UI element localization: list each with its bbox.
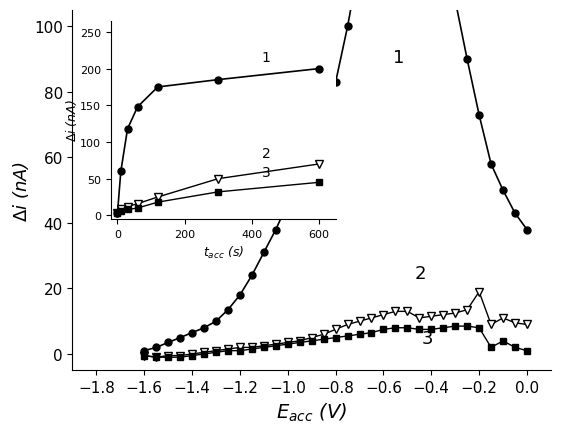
Text: 1: 1 <box>393 49 405 67</box>
X-axis label: $E_{acc}$ (V): $E_{acc}$ (V) <box>276 401 347 423</box>
Text: 3: 3 <box>422 330 433 348</box>
Y-axis label: $\Delta i$ (nA): $\Delta i$ (nA) <box>11 160 31 221</box>
Text: 2: 2 <box>415 264 426 282</box>
